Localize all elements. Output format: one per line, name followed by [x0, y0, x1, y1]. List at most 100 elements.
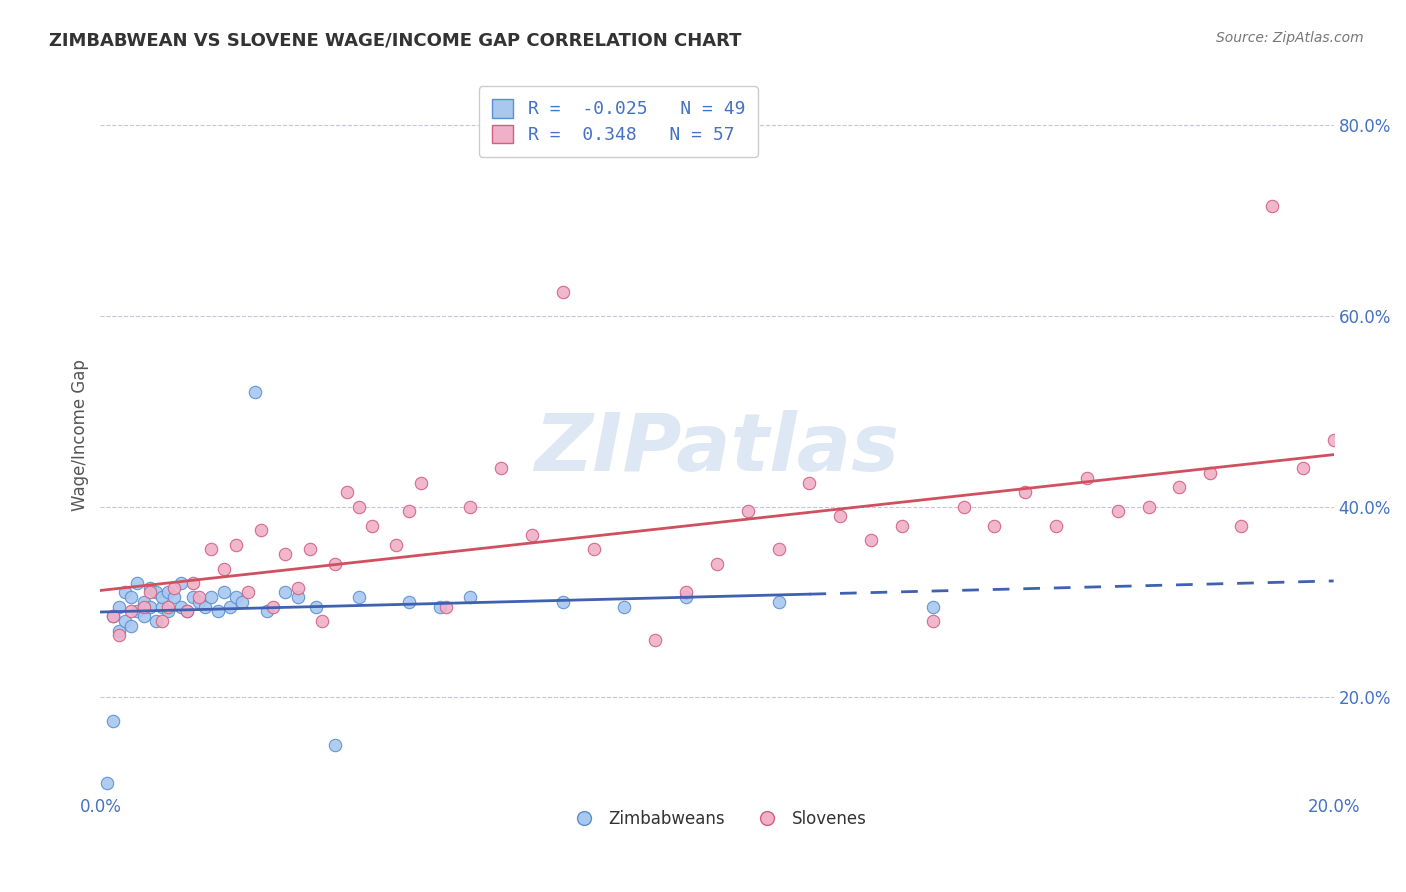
Point	[150, 614, 173, 628]
Point	[1168, 481, 1191, 495]
Point	[287, 581, 309, 595]
Point	[145, 585, 167, 599]
Point	[983, 518, 1005, 533]
Point	[921, 614, 943, 628]
Point	[311, 614, 333, 628]
Point	[200, 542, 222, 557]
Point	[274, 585, 297, 599]
Point	[520, 528, 543, 542]
Point	[163, 590, 186, 604]
Point	[768, 542, 790, 557]
Point	[157, 599, 180, 614]
Point	[188, 590, 211, 604]
Point	[256, 605, 278, 619]
Point	[132, 595, 155, 609]
Point	[127, 575, 149, 590]
Point	[176, 605, 198, 619]
Point	[830, 509, 852, 524]
Point	[225, 590, 247, 604]
Point	[409, 475, 432, 490]
Point	[891, 518, 914, 533]
Point	[150, 599, 173, 614]
Point	[737, 504, 759, 518]
Point	[127, 605, 149, 619]
Point	[120, 619, 142, 633]
Point	[398, 595, 420, 609]
Point	[1137, 500, 1160, 514]
Point	[460, 500, 482, 514]
Point	[860, 533, 883, 547]
Point	[181, 575, 204, 590]
Point	[120, 590, 142, 604]
Point	[207, 605, 229, 619]
Point	[150, 590, 173, 604]
Point	[101, 609, 124, 624]
Point	[287, 590, 309, 604]
Point	[163, 581, 186, 595]
Point	[644, 633, 666, 648]
Point	[434, 599, 457, 614]
Point	[323, 557, 346, 571]
Point	[921, 599, 943, 614]
Point	[1261, 199, 1284, 213]
Point	[349, 590, 371, 604]
Point	[114, 614, 136, 628]
Point	[551, 285, 574, 299]
Point	[132, 609, 155, 624]
Point	[231, 595, 253, 609]
Point	[262, 599, 284, 614]
Point	[138, 585, 160, 599]
Point	[157, 605, 180, 619]
Point	[398, 504, 420, 518]
Point	[323, 738, 346, 752]
Point	[194, 599, 217, 614]
Point	[108, 628, 131, 642]
Point	[176, 605, 198, 619]
Point	[1076, 471, 1098, 485]
Point	[169, 575, 191, 590]
Point	[169, 599, 191, 614]
Legend: Zimbabweans, Slovenes: Zimbabweans, Slovenes	[561, 803, 873, 834]
Point	[108, 624, 131, 638]
Point	[212, 585, 235, 599]
Point	[157, 585, 180, 599]
Point	[675, 585, 697, 599]
Text: ZIMBABWEAN VS SLOVENE WAGE/INCOME GAP CORRELATION CHART: ZIMBABWEAN VS SLOVENE WAGE/INCOME GAP CO…	[49, 31, 742, 49]
Point	[145, 614, 167, 628]
Point	[768, 595, 790, 609]
Point	[613, 599, 636, 614]
Point	[212, 561, 235, 575]
Point	[298, 542, 321, 557]
Point	[1230, 518, 1253, 533]
Point	[675, 590, 697, 604]
Point	[706, 557, 728, 571]
Point	[188, 595, 211, 609]
Point	[200, 590, 222, 604]
Point	[551, 595, 574, 609]
Point	[385, 538, 408, 552]
Point	[114, 585, 136, 599]
Point	[101, 714, 124, 728]
Point	[1199, 466, 1222, 480]
Point	[243, 385, 266, 400]
Point	[489, 461, 512, 475]
Point	[1323, 433, 1346, 447]
Point	[460, 590, 482, 604]
Point	[101, 609, 124, 624]
Point	[1292, 461, 1315, 475]
Point	[181, 590, 204, 604]
Point	[799, 475, 821, 490]
Point	[120, 605, 142, 619]
Point	[249, 524, 271, 538]
Point	[336, 485, 359, 500]
Point	[349, 500, 371, 514]
Point	[132, 599, 155, 614]
Point	[429, 599, 451, 614]
Point	[108, 599, 131, 614]
Point	[582, 542, 605, 557]
Point	[360, 518, 382, 533]
Point	[1014, 485, 1036, 500]
Point	[138, 581, 160, 595]
Point	[138, 599, 160, 614]
Point	[305, 599, 328, 614]
